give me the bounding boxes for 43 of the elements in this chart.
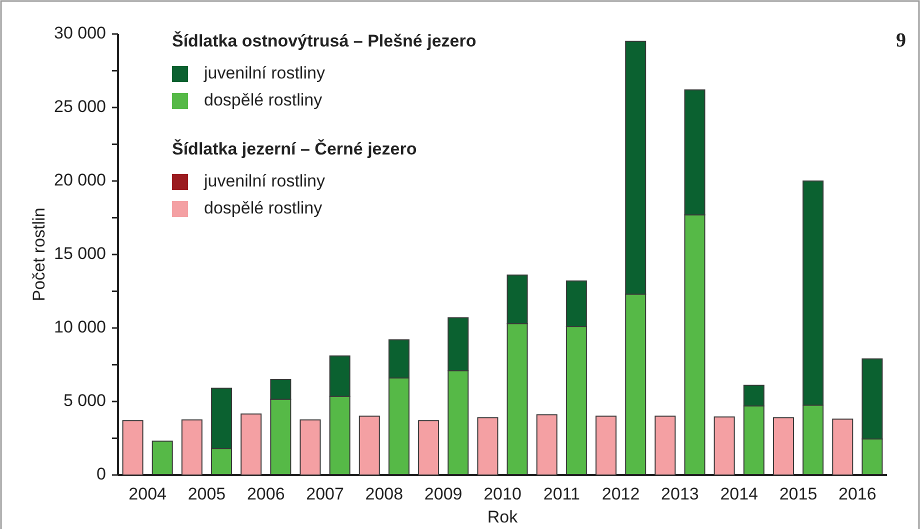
y-tick-label: 10 000 (54, 317, 106, 336)
bar (358, 416, 380, 476)
x-axis-title: Rok (487, 507, 518, 526)
bar (596, 416, 617, 476)
bar (832, 418, 854, 476)
x-tick-label: 2009 (424, 484, 462, 504)
bar (418, 420, 440, 476)
bar (714, 416, 735, 476)
bar (240, 413, 262, 476)
legend-label: dospělé rostliny (204, 198, 323, 218)
bar (300, 419, 321, 476)
x-tick-label: 2004 (128, 484, 166, 504)
y-tick-label: 0 (96, 464, 106, 484)
bar (181, 419, 202, 476)
x-tick-label: 2011 (543, 484, 580, 504)
y-tick-label: 15 000 (54, 244, 106, 263)
y-axis-title: Počet rostlin (29, 208, 48, 302)
legend-label: juvenilní rostliny (203, 171, 326, 190)
bar (654, 416, 676, 476)
x-tick-label: 2014 (720, 484, 758, 504)
bar (772, 417, 794, 476)
bar (536, 414, 558, 476)
y-tick-label: 5 000 (63, 390, 106, 410)
legend-title: Šídlatka ostnovýtrusá – Plešné jezero (172, 30, 476, 50)
y-tick-label: 20 000 (54, 170, 106, 190)
x-tick-label: 2008 (365, 484, 404, 504)
text: 9 (896, 30, 906, 52)
x-tick-label: 2012 (602, 484, 640, 504)
x-tick-label: 2015 (779, 484, 818, 504)
bar (152, 440, 173, 476)
x-tick-label: 2005 (188, 484, 226, 504)
bar (477, 417, 498, 476)
legend-title: Šídlatka jezerní – Černé jezero (172, 138, 417, 158)
legend-label: dospělé rostliny (204, 90, 323, 110)
x-tick-label: 2007 (306, 484, 344, 504)
x-tick-label: 2013 (661, 484, 699, 504)
x-tick-label: 2006 (246, 484, 285, 504)
x-tick-label: 2010 (484, 484, 522, 504)
legend-label: juvenilní rostliny (203, 63, 326, 82)
bar (122, 420, 144, 476)
y-tick-label: 25 000 (54, 96, 106, 116)
x-tick-label: 2016 (838, 484, 876, 504)
y-tick-label: 30 000 (54, 23, 106, 42)
